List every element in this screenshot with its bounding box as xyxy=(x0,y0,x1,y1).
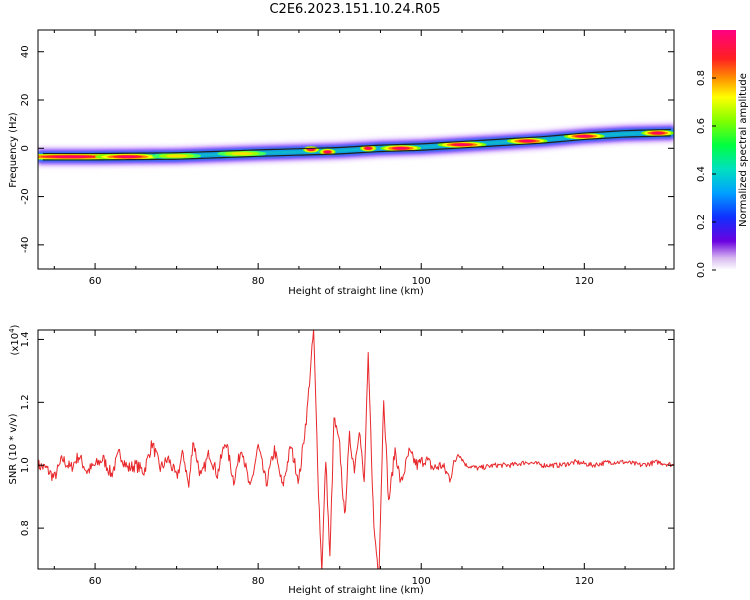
snr-x-axis-label: Height of straight line (km) xyxy=(288,585,424,596)
spectrogram-hotspot xyxy=(641,129,674,137)
spectrogram-hotspot xyxy=(152,152,202,160)
hotspot-ring xyxy=(578,135,590,138)
x-tick-label: 100 xyxy=(412,576,431,587)
snr-y-ticks: 0.8 1.0 1.2 1.4 xyxy=(20,331,674,536)
colorbar-tick-label: 0.4 xyxy=(696,166,707,182)
hotspot-ring xyxy=(366,147,371,150)
spectrogram-hotspot xyxy=(360,145,377,152)
snr-y-axis-label: SNR (10 * v/v) xyxy=(8,413,19,484)
spectrogram-hotspot xyxy=(303,146,320,153)
colorbar-tick-label: 0.0 xyxy=(696,262,707,278)
ridge-upper-edge xyxy=(42,128,671,155)
y-tick-label: 1.0 xyxy=(20,457,31,473)
hotspot-ring xyxy=(166,154,188,158)
hotspot-ring xyxy=(231,152,253,155)
snr-scale-note: (x104) xyxy=(8,324,21,355)
snr-series-line xyxy=(38,330,674,569)
colorbar-ticks: 0.0 0.2 0.4 0.6 0.8 xyxy=(696,70,716,278)
hotspot-ring xyxy=(521,140,533,143)
hotspot-ring xyxy=(118,155,137,158)
spectrogram-hotspot xyxy=(319,148,336,156)
snr-panel: 60 80 100 120 0.8 1.0 1.2 1.4 Height of straig… xyxy=(8,324,675,596)
y-tick-label: 40 xyxy=(20,45,31,58)
x-tick-label: 100 xyxy=(412,276,431,287)
colorbar-gradient xyxy=(712,30,736,270)
x-tick-label: 60 xyxy=(89,576,102,587)
y-tick-label: 20 xyxy=(20,94,31,107)
snr-x-ticks: 60 80 100 120 xyxy=(53,330,667,587)
colorbar-label: Normalized spectral amplitude xyxy=(738,73,749,227)
y-tick-label: -40 xyxy=(20,237,31,253)
snr-frame xyxy=(37,329,675,570)
hotspot-ring xyxy=(653,132,663,135)
ridge-lower-edge xyxy=(42,135,671,161)
x-tick-label: 80 xyxy=(252,576,265,587)
figure-title: C2E6.2023.151.10.24.R05 xyxy=(269,2,441,17)
hotspot-ring xyxy=(395,147,407,150)
x-tick-label: 120 xyxy=(575,276,594,287)
spectrogram-hotspot xyxy=(437,141,487,148)
x-tick-label: 80 xyxy=(252,276,265,287)
y-tick-label: 1.2 xyxy=(20,394,31,410)
spectrogram-x-axis-label: Height of straight line (km) xyxy=(288,286,424,297)
y-tick-label: 0.8 xyxy=(20,520,31,536)
spectrogram-hotspot xyxy=(217,150,267,157)
y-tick-label: -20 xyxy=(20,188,31,204)
hotspot-ring xyxy=(455,143,469,146)
spectrogram-hotspot xyxy=(380,145,422,152)
spectrogram-hotspot xyxy=(95,153,161,160)
spectrogram-y-ticks: -40 -20 0 20 40 xyxy=(20,45,674,253)
spectrogram-hotspot xyxy=(563,133,605,140)
hotspot-ring xyxy=(308,148,314,151)
x-tick-label: 60 xyxy=(89,276,102,287)
spectrogram-hotspot xyxy=(506,137,548,145)
x-tick-label: 120 xyxy=(575,576,594,587)
hotspot-ring xyxy=(52,155,89,158)
y-tick-label: 0 xyxy=(20,145,31,151)
y-tick-label: 1.4 xyxy=(20,331,31,347)
spectrogram-frame xyxy=(37,29,675,270)
spectrogram-panel: 60 80 100 120 -40 -20 0 20 40 Height of straigh… xyxy=(8,29,675,297)
colorbar-tick-label: 0.2 xyxy=(696,214,707,230)
spectrogram-plot-area xyxy=(38,122,674,167)
colorbar-tick-label: 0.8 xyxy=(696,70,707,86)
snr-plot-area xyxy=(38,330,674,569)
colorbar: 0.0 0.2 0.4 0.6 0.8 Normalized spectral ampl… xyxy=(696,30,749,278)
spectrogram-y-axis-label: Frequency (Hz) xyxy=(8,112,19,188)
colorbar-tick-label: 0.6 xyxy=(696,118,707,134)
spectrogram-x-ticks: 60 80 100 120 xyxy=(53,30,667,287)
hotspot-ring xyxy=(325,150,330,153)
